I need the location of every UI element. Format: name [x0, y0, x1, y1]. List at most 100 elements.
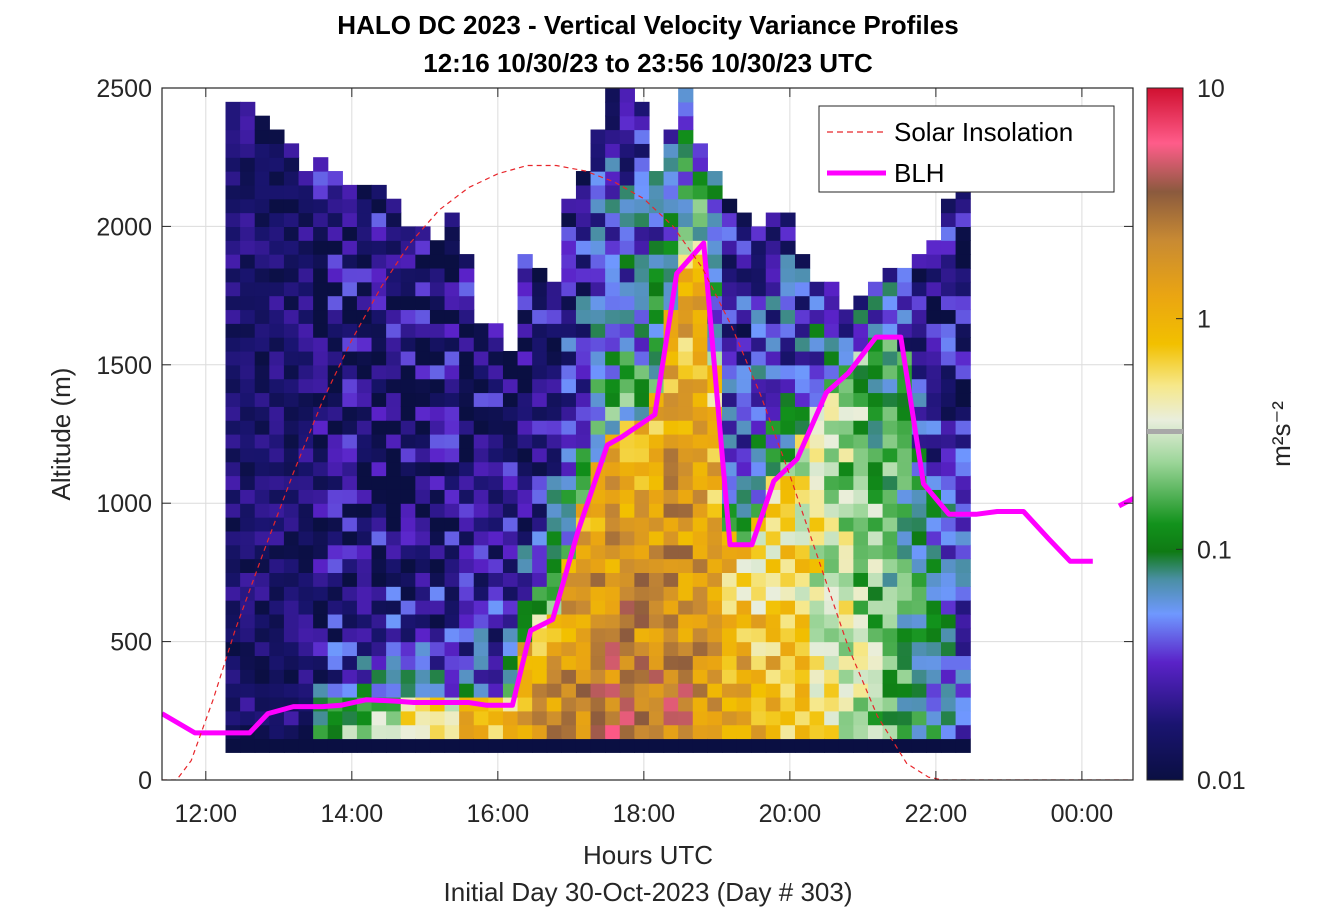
- heatmap-cell: [283, 738, 300, 753]
- heatmap-cell: [240, 503, 256, 518]
- heatmap-cell: [590, 517, 606, 532]
- heatmap-cell: [444, 710, 460, 726]
- heatmap-cell: [736, 364, 752, 380]
- heatmap-cell: [444, 669, 460, 684]
- heatmap-cell: [619, 572, 635, 587]
- heatmap-cell: [298, 406, 314, 421]
- heatmap-cell: [371, 586, 387, 601]
- heatmap-cell: [780, 420, 796, 435]
- heatmap-cell: [254, 378, 270, 394]
- heatmap-cell: [546, 461, 562, 477]
- heatmap-cell: [648, 475, 665, 490]
- heatmap-cell: [283, 641, 300, 657]
- heatmap-cell: [634, 143, 650, 158]
- heatmap-cell: [794, 710, 811, 726]
- heatmap-cell: [663, 586, 679, 601]
- heatmap-cell: [546, 378, 562, 394]
- heatmap-cell: [386, 406, 402, 421]
- heatmap-cell: [663, 641, 679, 657]
- heatmap-cell: [313, 406, 329, 421]
- heatmap-cell: [955, 350, 971, 366]
- heatmap-cell: [327, 613, 343, 629]
- heatmap-cell: [371, 434, 387, 449]
- heatmap-cell: [532, 406, 548, 421]
- heatmap-cell: [386, 212, 402, 227]
- heatmap-cell: [780, 406, 796, 421]
- heatmap-cell: [590, 309, 606, 324]
- heatmap-cell: [911, 572, 927, 587]
- heatmap-cell: [882, 309, 898, 324]
- heatmap-cell: [824, 613, 840, 629]
- heatmap-cell: [371, 489, 387, 504]
- heatmap-cell: [532, 350, 548, 366]
- heatmap-cell: [298, 240, 314, 255]
- heatmap-cell: [400, 489, 416, 504]
- heatmap-cell: [502, 641, 519, 657]
- colorbar-tick-label: 1: [1197, 306, 1211, 334]
- heatmap-cell: [517, 572, 533, 587]
- heatmap-cell: [240, 184, 256, 200]
- heatmap-cell: [663, 600, 679, 615]
- heatmap-cell: [400, 406, 416, 421]
- heatmap-cell: [940, 530, 957, 546]
- heatmap-cell: [940, 323, 957, 338]
- heatmap-cell: [517, 323, 533, 338]
- heatmap-cell: [254, 198, 270, 214]
- heatmap-cell: [692, 710, 708, 726]
- heatmap-cell: [327, 309, 343, 324]
- heatmap-cell: [940, 600, 957, 615]
- heatmap-cell: [897, 281, 913, 297]
- heatmap-cell: [400, 267, 416, 283]
- heatmap-cell: [356, 613, 373, 629]
- heatmap-cell: [225, 669, 241, 684]
- heatmap-cell: [751, 641, 767, 657]
- heatmap-cell: [619, 309, 635, 324]
- heatmap-cell: [517, 475, 533, 490]
- heatmap-cell: [765, 669, 781, 684]
- heatmap-cell: [648, 198, 665, 214]
- heatmap-cell: [634, 669, 650, 684]
- heatmap-cell: [502, 350, 519, 366]
- heatmap-cell: [254, 724, 270, 740]
- heatmap-cell: [751, 240, 767, 255]
- heatmap-cell: [707, 544, 723, 560]
- heatmap-cell: [254, 184, 270, 200]
- heatmap-cell: [663, 434, 679, 449]
- heatmap-cell: [386, 544, 402, 560]
- heatmap-cell: [575, 267, 592, 283]
- heatmap-cell: [780, 295, 796, 311]
- heatmap-cell: [634, 254, 650, 269]
- heatmap-cell: [926, 503, 942, 518]
- heatmap-cell: [838, 586, 854, 601]
- heatmap-cell: [926, 295, 942, 311]
- heatmap-cell: [940, 655, 957, 670]
- heatmap-cell: [882, 406, 898, 421]
- heatmap-cell: [605, 641, 621, 657]
- heatmap-cell: [940, 267, 957, 283]
- heatmap-cell: [751, 489, 767, 504]
- heatmap-cell: [663, 420, 679, 435]
- heatmap-cell: [678, 655, 694, 670]
- heatmap-cell: [648, 447, 665, 463]
- heatmap-cell: [400, 669, 416, 684]
- heatmap-cell: [634, 655, 650, 670]
- heatmap-cell: [561, 503, 577, 518]
- heatmap-cell: [313, 724, 329, 740]
- heatmap-cell: [386, 503, 402, 518]
- heatmap-cell: [429, 434, 446, 449]
- heatmap-cell: [867, 489, 884, 504]
- heatmap-cell: [634, 171, 650, 186]
- heatmap-cell: [225, 350, 241, 366]
- heatmap-cell: [794, 627, 811, 643]
- heatmap-cell: [867, 434, 884, 449]
- heatmap-cell: [488, 544, 504, 560]
- heatmap-cell: [838, 406, 854, 421]
- heatmap-cell: [400, 309, 416, 324]
- heatmap-cell: [225, 171, 241, 186]
- heatmap-cell: [371, 447, 387, 463]
- heatmap-cell: [853, 489, 869, 504]
- heatmap-cell: [386, 517, 402, 532]
- heatmap-cell: [269, 600, 285, 615]
- heatmap-cell: [327, 364, 343, 380]
- heatmap-cell: [225, 558, 241, 573]
